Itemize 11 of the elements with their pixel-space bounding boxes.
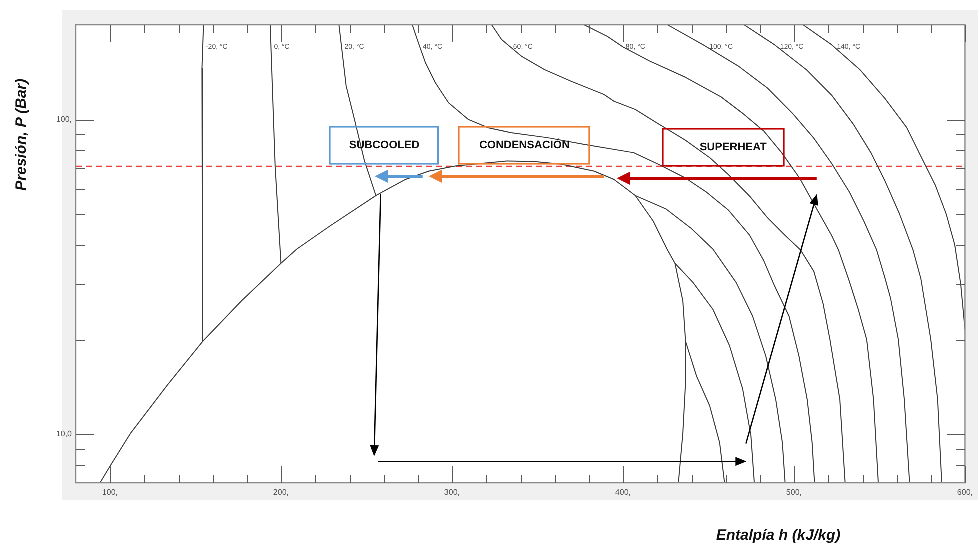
- x-tick-label: 600,: [957, 488, 974, 498]
- annotation: CONDENSACIÓN: [479, 138, 570, 152]
- y-axis-title: Presión, P (Bar): [13, 78, 30, 191]
- x-axis-title: Entalpía h (kJ/kg): [716, 527, 841, 544]
- annotation: SUPERHEAT: [700, 142, 768, 154]
- x-tick-label: 100,: [102, 488, 118, 498]
- x-tick-label: 200,: [273, 488, 289, 498]
- y-tick-label: 10,0: [56, 429, 73, 438]
- x-tick-label: 300,: [444, 488, 460, 498]
- x-tick-label: 400,: [615, 488, 631, 498]
- x-tick-label: 500,: [786, 488, 802, 498]
